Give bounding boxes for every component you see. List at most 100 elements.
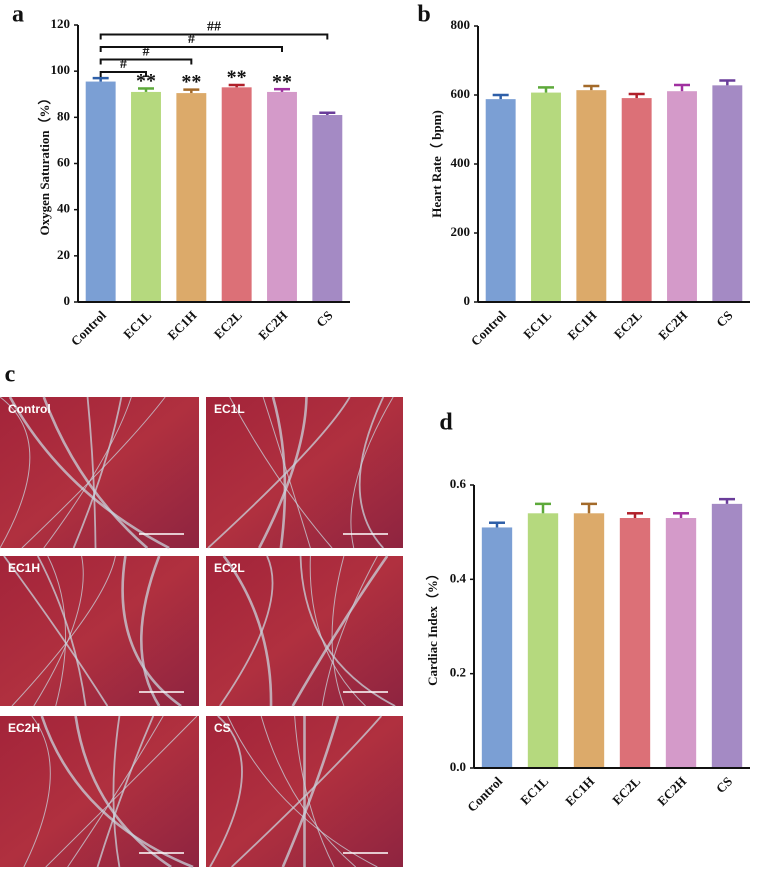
y-tick-label: 200 — [451, 224, 471, 239]
y-tick-label: 400 — [451, 155, 471, 170]
tissue-fiber — [271, 396, 287, 549]
x-tick-label: CS — [313, 308, 335, 330]
bar — [221, 87, 252, 302]
tissue-fiber — [43, 396, 132, 549]
micrograph — [0, 556, 199, 706]
significance-label: ** — [136, 70, 156, 92]
error-bar — [92, 76, 109, 82]
significance-label: ** — [181, 71, 201, 93]
y-tick-label: 120 — [51, 16, 71, 31]
error-bar — [628, 92, 645, 99]
y-tick-label: 0.4 — [450, 570, 467, 585]
tissue-fiber — [37, 555, 87, 707]
y-tick-label: 0 — [464, 293, 471, 308]
x-tick-label: EC1L — [120, 307, 154, 341]
tissue-fiber — [3, 555, 109, 707]
tissue-fiber — [229, 396, 333, 549]
y-tick-label: 0 — [64, 293, 71, 308]
bracket — [99, 58, 193, 65]
tissue-fiber — [42, 396, 149, 549]
tissue-fiber — [230, 715, 383, 868]
panel-letter: a — [12, 2, 24, 28]
error-bar — [673, 512, 689, 519]
tissue-fiber — [11, 555, 116, 707]
x-tick-label: EC1L — [517, 773, 551, 807]
tissue-fiber — [262, 396, 311, 549]
tissue-fiber — [72, 396, 123, 549]
tissue-fiber — [321, 555, 378, 707]
y-axis-label: Oxygen Saturation（%） — [37, 91, 52, 235]
tissue-fiber — [260, 715, 357, 868]
bar — [312, 115, 343, 303]
image-label: Control — [8, 402, 51, 416]
bar — [531, 92, 561, 303]
bar — [527, 513, 559, 768]
bar — [576, 90, 607, 302]
bracket — [99, 33, 329, 40]
tissue-fiber — [219, 555, 274, 707]
panel-letter: b — [417, 2, 430, 28]
tissue-fiber — [33, 555, 84, 707]
y-tick-label: 0.6 — [450, 476, 467, 491]
x-tick-label: EC2H — [255, 308, 290, 343]
error-bar — [535, 502, 551, 514]
error-bar — [674, 83, 690, 92]
tissue-fiber — [358, 396, 385, 549]
error-bar — [319, 111, 336, 116]
tissue-fiber — [45, 715, 198, 868]
tissue-fiber — [222, 555, 273, 707]
y-tick-label: 60 — [57, 154, 70, 169]
y-tick-label: 800 — [451, 17, 471, 32]
error-bar — [719, 497, 735, 504]
error-bar — [719, 79, 736, 86]
significance-label: ** — [227, 67, 247, 89]
bar — [712, 85, 743, 302]
bar — [85, 81, 116, 302]
bar — [711, 503, 743, 768]
bar — [621, 98, 652, 302]
tissue-fiber — [209, 715, 243, 868]
bar — [481, 527, 513, 768]
error-bar — [492, 93, 509, 100]
x-tick-label: Control — [464, 773, 505, 814]
bar — [665, 518, 697, 768]
bracket — [99, 71, 147, 77]
bar — [573, 513, 605, 768]
tissue-fiber — [67, 715, 164, 868]
tissue-fiber — [47, 555, 66, 707]
tissue-fiber — [299, 555, 396, 707]
y-tick-label: 20 — [57, 247, 70, 262]
y-tick-label: 80 — [57, 108, 70, 123]
tissue-fiber — [86, 396, 97, 549]
error-bar — [489, 521, 505, 528]
panel-letter: d — [439, 410, 453, 436]
bar — [176, 93, 207, 303]
y-tick-label: 600 — [451, 86, 471, 101]
bracket-label: # — [143, 45, 150, 60]
tissue-fiber — [112, 715, 121, 868]
x-tick-label: EC1L — [520, 307, 554, 341]
x-tick-label: EC1H — [564, 308, 599, 343]
error-bar — [274, 87, 290, 92]
micrograph — [0, 397, 199, 548]
y-axis-label: Cardiac Index（%） — [425, 567, 440, 686]
error-bar — [627, 512, 643, 519]
y-tick-label: 0.2 — [450, 665, 466, 680]
tissue-fiber — [291, 555, 389, 707]
tissue-fiber — [96, 715, 155, 868]
tissue-fiber — [331, 555, 345, 707]
significance-label: ** — [272, 71, 292, 93]
x-tick-label: EC2H — [654, 774, 689, 809]
bar — [267, 91, 297, 302]
bracket-label: # — [188, 32, 195, 47]
x-tick-label: EC2H — [655, 308, 690, 343]
x-tick-label: EC1H — [562, 774, 597, 809]
tissue-fiber — [294, 715, 335, 868]
tissue-fiber — [21, 396, 166, 549]
image-label: EC1L — [214, 402, 245, 416]
y-tick-label: 100 — [51, 62, 71, 77]
x-tick-label: EC2L — [611, 307, 645, 341]
tissue-fiber — [0, 396, 31, 549]
bracket-label: ## — [207, 20, 221, 35]
bracket-label: # — [120, 57, 127, 72]
